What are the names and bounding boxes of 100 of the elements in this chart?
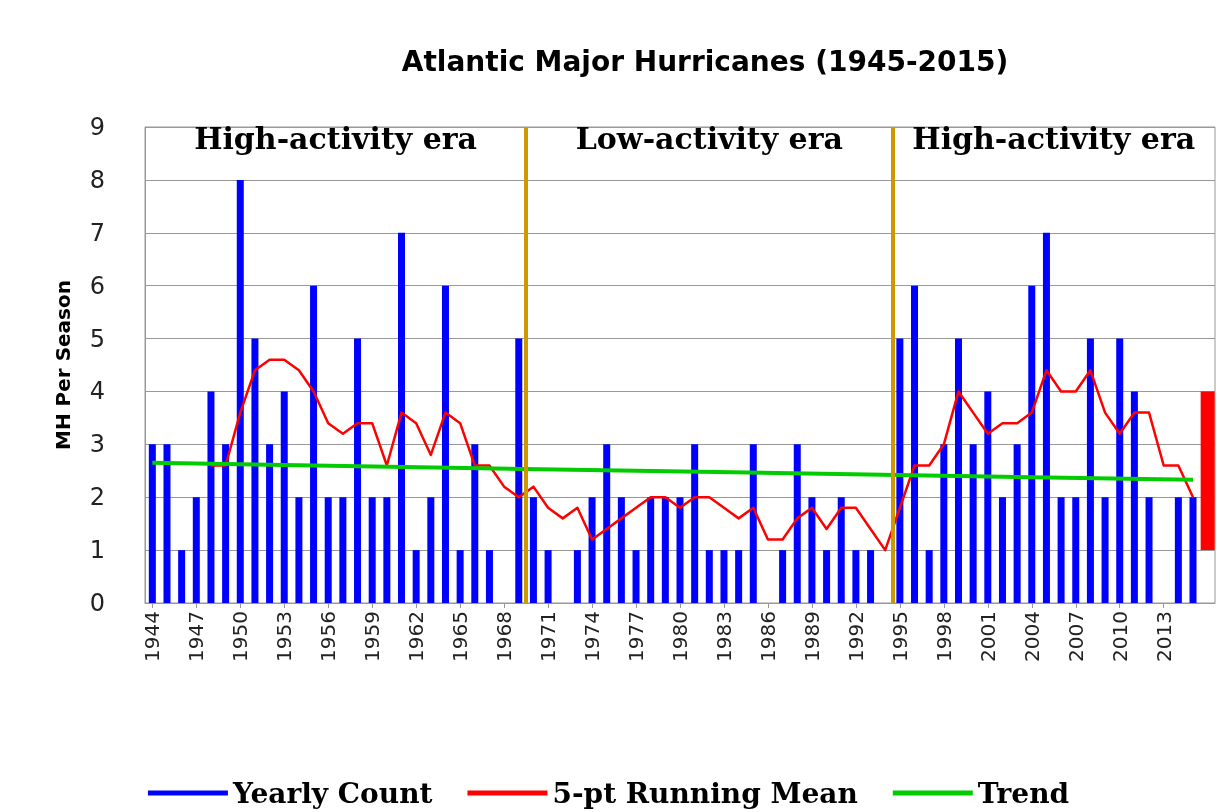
x-tick-label: 1962: [404, 611, 429, 662]
bar: [691, 444, 699, 603]
y-tick-label: 9: [89, 113, 105, 141]
chart-title: Atlantic Major Hurricanes (1945-2015): [401, 44, 1009, 78]
bar: [398, 232, 406, 603]
bar: [515, 338, 523, 603]
bar: [867, 550, 875, 603]
x-tick-label: 1998: [931, 611, 956, 662]
bar: [280, 391, 288, 603]
bar: [837, 497, 845, 603]
bar: [925, 550, 933, 603]
bar: [1028, 285, 1036, 603]
bar: [603, 444, 611, 603]
x-tick-label: 1986: [755, 611, 780, 662]
bar: [354, 338, 362, 603]
legend-label: 5-pt Running Mean: [552, 776, 858, 810]
bar: [207, 391, 215, 603]
x-tick-label: 1989: [799, 611, 824, 662]
bar: [617, 497, 625, 603]
y-tick-label: 0: [89, 589, 105, 617]
bar: [441, 285, 449, 603]
bar: [1145, 497, 1153, 603]
bar: [1042, 232, 1050, 603]
bar: [852, 550, 860, 603]
x-tick-label: 2001: [975, 611, 1000, 662]
y-tick-label: 4: [89, 377, 105, 406]
bar: [954, 338, 962, 603]
x-tick-label: 1983: [711, 611, 736, 662]
bar: [295, 497, 303, 603]
bar: [544, 550, 552, 603]
bar: [632, 550, 640, 603]
bar: [236, 179, 244, 603]
bar: [969, 444, 977, 603]
bar: [735, 550, 743, 603]
x-tick-label: 1980: [668, 611, 692, 662]
bar: [148, 444, 156, 603]
bar: [163, 444, 171, 603]
bar: [1086, 338, 1094, 603]
bar: [647, 497, 655, 603]
y-tick-label: 6: [89, 271, 105, 300]
x-tick-label: 2007: [1063, 611, 1088, 662]
y-axis-title: MH Per Season: [51, 280, 75, 450]
x-tick-label: 2013: [1151, 611, 1176, 662]
annotation: High-activity era: [194, 121, 477, 157]
y-tick-label: 7: [89, 218, 105, 247]
x-tick-label: 1959: [360, 611, 385, 662]
bar: [779, 550, 787, 603]
bar: [1116, 338, 1124, 603]
bar: [471, 444, 479, 603]
bar: [808, 497, 816, 603]
bar: [1057, 497, 1065, 603]
x-tick-label: 1992: [843, 611, 868, 662]
bar: [573, 550, 581, 603]
bar: [940, 444, 948, 603]
legend-label: Yearly Count: [231, 776, 433, 810]
y-tick-label: 1: [89, 536, 105, 565]
y-tick-label: 2: [89, 483, 105, 512]
y-tick-label: 8: [89, 165, 105, 194]
bar: [705, 550, 713, 603]
bar: [720, 550, 728, 603]
x-tick-label: 1971: [536, 611, 561, 662]
bar: [823, 550, 831, 603]
bar: [222, 444, 230, 603]
bar: [529, 497, 537, 603]
bar: [998, 497, 1006, 603]
bar: [1189, 497, 1197, 603]
x-tick-label: 1977: [624, 611, 649, 662]
bar: [676, 497, 684, 603]
bar: [896, 338, 904, 603]
x-tick-label: 1953: [272, 611, 297, 662]
bar: [588, 497, 596, 603]
x-tick-label: 2010: [1107, 611, 1132, 662]
bar: [984, 391, 992, 603]
annotation: Low-activity era: [575, 121, 843, 157]
bar: [1174, 497, 1182, 603]
bar: [1013, 444, 1021, 603]
bar: [339, 497, 347, 603]
y-tick-label: 3: [89, 430, 105, 459]
line-series: [209, 358, 1195, 552]
bar: [383, 497, 391, 603]
bar: [1101, 497, 1109, 603]
bar: [427, 497, 435, 603]
bar: [178, 550, 186, 603]
bar: [368, 497, 376, 603]
x-tick-label: 1947: [184, 611, 209, 662]
bar: [324, 497, 332, 603]
bar: [911, 285, 919, 603]
bar: [1200, 391, 1215, 551]
x-tick-label: 1950: [228, 611, 253, 662]
annotation: High-activity era: [912, 121, 1196, 157]
bar: [456, 550, 464, 603]
x-tick-label: 2004: [1019, 611, 1044, 662]
bar: [1072, 497, 1080, 603]
bar: [793, 444, 801, 603]
bar: [1130, 391, 1138, 603]
bar: [485, 550, 493, 603]
bar: [412, 550, 420, 603]
bar: [251, 338, 259, 603]
x-tick-label: 1995: [887, 611, 912, 662]
x-tick-label: 1956: [316, 611, 341, 662]
